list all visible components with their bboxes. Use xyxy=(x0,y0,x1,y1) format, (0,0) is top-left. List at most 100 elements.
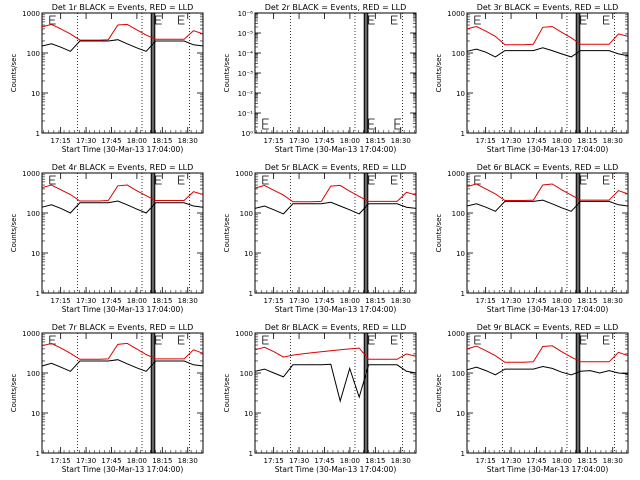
y-tick-label: 10⁻⁶ xyxy=(238,10,254,18)
attenuator-marker xyxy=(580,335,587,345)
x-tick-label: 17:45 xyxy=(101,137,121,145)
y-tick-label: 1 xyxy=(36,130,40,138)
panel-det-6: Det 6r BLACK = Events, RED = LLD 1 10 100 10… xyxy=(435,163,629,314)
x-tick-label: 18:00 xyxy=(340,457,360,465)
plot-frame xyxy=(41,332,204,454)
x-axis-label: Start Time (30-Mar-13 17:04:00) xyxy=(275,145,397,154)
y-tick-label: 100 xyxy=(452,50,465,58)
y-tick-label: 1 xyxy=(461,450,465,458)
x-tick-label: 17:15 xyxy=(264,457,284,465)
lld-series-line xyxy=(254,184,417,203)
x-tick-label: 17:30 xyxy=(289,137,309,145)
panel-title: Det 7r BLACK = Events, RED = LLD xyxy=(52,323,194,332)
attenuator-marker xyxy=(368,118,375,130)
y-axis-label: Counts/sec xyxy=(223,214,231,253)
y-axis-label: Counts/sec xyxy=(223,374,231,413)
y-tick-label: 1 xyxy=(249,290,253,298)
x-tick-label: 17:45 xyxy=(101,297,121,305)
panel-det-9: Det 9r BLACK = Events, RED = LLD 1 10 100 10… xyxy=(435,323,629,474)
attenuator-marker xyxy=(262,118,269,130)
x-tick-label: 17:45 xyxy=(101,457,121,465)
attenuator-marker xyxy=(391,335,398,345)
lld-series-line xyxy=(466,183,629,201)
x-tick-label: 18:15 xyxy=(152,297,172,305)
x-tick-label: 18:00 xyxy=(340,297,360,305)
attenuator-marker xyxy=(178,335,185,345)
attenuator-marker xyxy=(178,175,185,185)
y-tick-label: 1 xyxy=(249,450,253,458)
y-tick-label: 10⁻⁴ xyxy=(238,50,254,58)
y-tick-label: 1000 xyxy=(22,10,40,18)
panel-title: Det 3r BLACK = Events, RED = LLD xyxy=(477,3,619,12)
panel-title: Det 4r BLACK = Events, RED = LLD xyxy=(52,163,194,172)
panel-title: Det 2r BLACK = Events, RED = LLD xyxy=(265,3,407,12)
attenuator-marker xyxy=(368,335,375,345)
x-tick-label: 17:15 xyxy=(476,297,496,305)
panel-title: Det 8r BLACK = Events, RED = LLD xyxy=(265,323,407,332)
y-tick-label: 1 xyxy=(461,290,465,298)
y-axis-label: Counts/sec xyxy=(223,54,231,93)
events-series-line xyxy=(254,363,417,403)
x-tick-label: 17:30 xyxy=(76,297,96,305)
x-tick-label: 17:30 xyxy=(501,297,521,305)
x-tick-label: 18:00 xyxy=(127,137,147,145)
x-tick-label: 18:15 xyxy=(577,457,597,465)
x-tick-label: 18:15 xyxy=(577,137,597,145)
plot-frame xyxy=(466,332,629,454)
attenuator-marker xyxy=(262,335,269,345)
events-series-line xyxy=(466,365,629,376)
x-tick-label: 17:15 xyxy=(476,137,496,145)
y-tick-label: 1000 xyxy=(447,170,465,178)
y-tick-label: 100 xyxy=(452,370,465,378)
y-axis-label: Counts/sec xyxy=(435,214,443,253)
y-tick-label: 100 xyxy=(27,50,40,58)
attenuator-marker xyxy=(368,175,375,185)
x-tick-label: 17:45 xyxy=(526,137,546,145)
x-tick-label: 18:30 xyxy=(391,457,411,465)
y-tick-label: 100 xyxy=(452,210,465,218)
plot-frame xyxy=(254,332,417,454)
x-tick-label: 17:30 xyxy=(501,137,521,145)
x-tick-label: 18:30 xyxy=(178,137,198,145)
x-tick-label: 17:30 xyxy=(76,137,96,145)
x-tick-label: 18:30 xyxy=(391,137,411,145)
panel-title: Det 5r BLACK = Events, RED = LLD xyxy=(265,163,407,172)
plot-frame xyxy=(466,12,629,134)
y-tick-label: 100 xyxy=(27,210,40,218)
y-axis-label: Counts/sec xyxy=(10,54,18,93)
x-axis-label: Start Time (30-Mar-13 17:04:00) xyxy=(487,145,609,154)
attenuator-marker xyxy=(580,15,587,25)
x-axis-label: Start Time (30-Mar-13 17:04:00) xyxy=(275,305,397,314)
lld-series-line xyxy=(254,346,417,360)
x-tick-label: 17:45 xyxy=(314,137,334,145)
events-series-line xyxy=(41,200,204,214)
lld-series-line xyxy=(41,23,204,41)
y-tick-label: 10 xyxy=(244,410,253,418)
lld-series-line xyxy=(41,184,204,202)
attenuator-marker xyxy=(474,175,481,185)
panel-det-2: Det 2r BLACK = Events, RED = LLD 10⁰ 10⁻¹ 1… xyxy=(223,3,417,154)
y-tick-label: 1000 xyxy=(235,330,253,338)
x-tick-label: 18:00 xyxy=(127,297,147,305)
y-axis-label: Counts/sec xyxy=(10,214,18,253)
x-tick-label: 18:00 xyxy=(552,137,572,145)
attenuator-marker xyxy=(49,15,56,25)
attenuator-marker xyxy=(49,175,56,185)
attenuator-marker xyxy=(155,175,162,185)
y-axis-label: Counts/sec xyxy=(435,54,443,93)
x-tick-label: 18:15 xyxy=(577,297,597,305)
panel-det-5: Det 5r BLACK = Events, RED = LLD 1 10 100 10… xyxy=(223,163,417,314)
attenuator-marker xyxy=(580,175,587,185)
x-tick-label: 18:30 xyxy=(603,137,623,145)
x-axis-label: Start Time (30-Mar-13 17:04:00) xyxy=(487,465,609,474)
x-tick-label: 17:15 xyxy=(264,297,284,305)
x-tick-label: 17:15 xyxy=(264,137,284,145)
y-tick-label: 100 xyxy=(27,370,40,378)
x-axis-label: Start Time (30-Mar-13 17:04:00) xyxy=(62,145,184,154)
x-tick-label: 17:15 xyxy=(51,297,71,305)
x-tick-label: 18:00 xyxy=(552,297,572,305)
x-tick-label: 17:45 xyxy=(314,457,334,465)
x-tick-label: 18:30 xyxy=(178,297,198,305)
x-tick-label: 17:15 xyxy=(476,457,496,465)
